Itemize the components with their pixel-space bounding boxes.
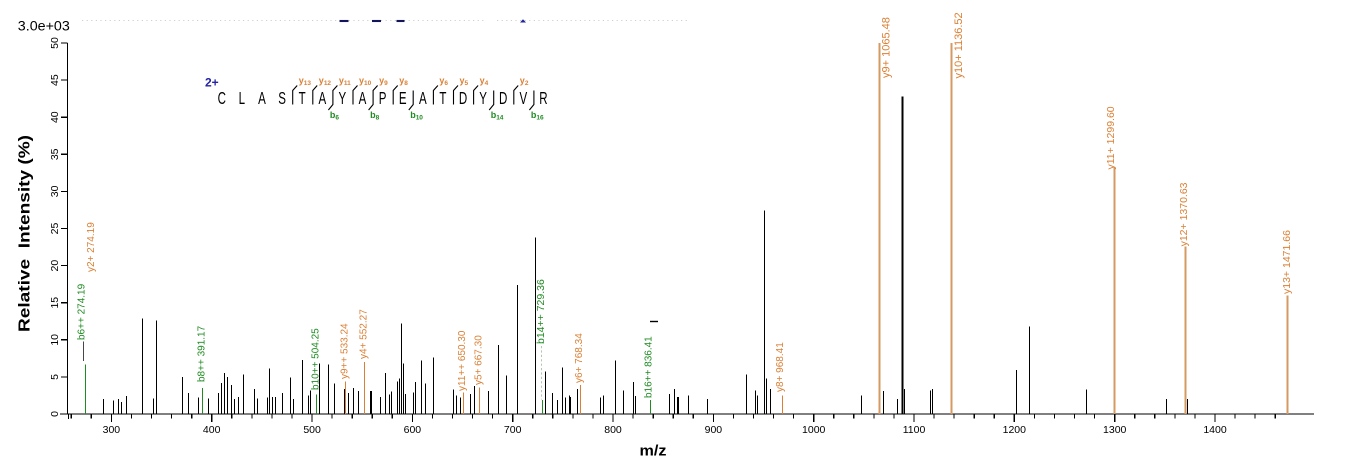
svg-text:E: E [399, 90, 407, 109]
svg-text:y10: y10 [359, 76, 372, 88]
svg-text:Y: Y [339, 90, 347, 109]
svg-text:y2: y2 [520, 76, 529, 88]
svg-text:Y: Y [479, 90, 487, 109]
svg-text:T: T [299, 90, 306, 109]
svg-text:b8: b8 [370, 110, 380, 122]
svg-text:20: 20 [49, 260, 61, 272]
svg-text:b6: b6 [330, 110, 340, 122]
svg-text:600: 600 [404, 424, 422, 436]
svg-text:V: V [519, 90, 527, 109]
svg-text:1400: 1400 [1203, 424, 1227, 436]
svg-text:y10+ 1136.52: y10+ 1136.52 [953, 12, 965, 78]
svg-text:y12: y12 [319, 76, 332, 88]
svg-text:b16: b16 [531, 110, 544, 122]
svg-text:A: A [419, 90, 427, 109]
svg-text:C: C [218, 90, 227, 109]
svg-text:Relative Intensity (%): Relative Intensity (%) [17, 135, 34, 332]
svg-text:y6: y6 [439, 76, 448, 88]
svg-text:A: A [258, 90, 266, 109]
svg-text:400: 400 [203, 424, 221, 436]
svg-text:700: 700 [504, 424, 522, 436]
svg-text:b8++ 391.17: b8++ 391.17 [197, 325, 208, 382]
svg-text:P: P [379, 90, 387, 109]
svg-text:10: 10 [49, 334, 61, 346]
svg-text:2+: 2+ [205, 76, 219, 90]
svg-text:b10: b10 [410, 110, 423, 122]
svg-text:y5: y5 [460, 76, 469, 88]
svg-text:D: D [459, 90, 467, 109]
svg-text:50: 50 [49, 37, 61, 49]
svg-text:S: S [278, 90, 286, 109]
svg-text:y9++ 533.24: y9++ 533.24 [340, 323, 351, 379]
svg-text:15: 15 [49, 297, 61, 309]
svg-text:800: 800 [604, 424, 622, 436]
svg-text:y13+ 1471.66: y13+ 1471.66 [1281, 230, 1293, 294]
svg-text:y12+ 1370.63: y12+ 1370.63 [1178, 182, 1190, 246]
svg-text:y9: y9 [379, 76, 388, 88]
svg-text:5: 5 [49, 374, 61, 380]
svg-text:y6+ 768.34: y6+ 768.34 [574, 333, 585, 383]
svg-text:500: 500 [303, 424, 321, 436]
svg-text:R: R [539, 90, 548, 109]
svg-text:y4: y4 [480, 76, 489, 88]
svg-text:b10++ 504.25: b10++ 504.25 [311, 328, 322, 390]
svg-text:b16++ 836.41: b16++ 836.41 [644, 336, 655, 398]
svg-text:T: T [439, 90, 446, 109]
svg-text:45: 45 [49, 74, 61, 86]
svg-text:y11++ 650.30: y11++ 650.30 [457, 330, 468, 391]
svg-text:b14++ 729.36: b14++ 729.36 [535, 279, 547, 344]
svg-text:y8+ 968.41: y8+ 968.41 [775, 342, 786, 392]
svg-text:900: 900 [705, 424, 723, 436]
svg-text:1300: 1300 [1103, 424, 1127, 436]
svg-text:y2+ 274.19: y2+ 274.19 [86, 222, 97, 272]
svg-text:35: 35 [49, 148, 61, 160]
svg-text:30: 30 [49, 185, 61, 197]
svg-text:y5+ 667.30: y5+ 667.30 [474, 335, 485, 385]
svg-text:y11: y11 [339, 76, 351, 88]
svg-text:1200: 1200 [1003, 424, 1027, 436]
svg-text:A: A [359, 90, 367, 109]
svg-text:b6++ 274.19: b6++ 274.19 [76, 283, 87, 340]
svg-text:y13: y13 [299, 76, 312, 88]
svg-text:y11+ 1299.60: y11+ 1299.60 [1105, 106, 1117, 169]
svg-text:b14: b14 [491, 110, 504, 122]
svg-text:A: A [318, 90, 326, 109]
svg-text:3.0e+03: 3.0e+03 [18, 18, 70, 33]
svg-text:y4+ 552.27: y4+ 552.27 [359, 309, 370, 359]
svg-text:25: 25 [49, 223, 61, 235]
svg-text:y9+ 1065.48: y9+ 1065.48 [881, 17, 893, 78]
svg-text:1000: 1000 [802, 424, 826, 436]
svg-text:1100: 1100 [903, 424, 926, 436]
svg-text:300: 300 [103, 424, 121, 436]
svg-text:D: D [499, 90, 507, 109]
svg-text:y8: y8 [399, 76, 408, 88]
svg-text:0: 0 [49, 411, 61, 417]
svg-text:40: 40 [49, 111, 61, 123]
svg-text:L: L [239, 90, 245, 109]
svg-text:m/z: m/z [640, 443, 667, 460]
